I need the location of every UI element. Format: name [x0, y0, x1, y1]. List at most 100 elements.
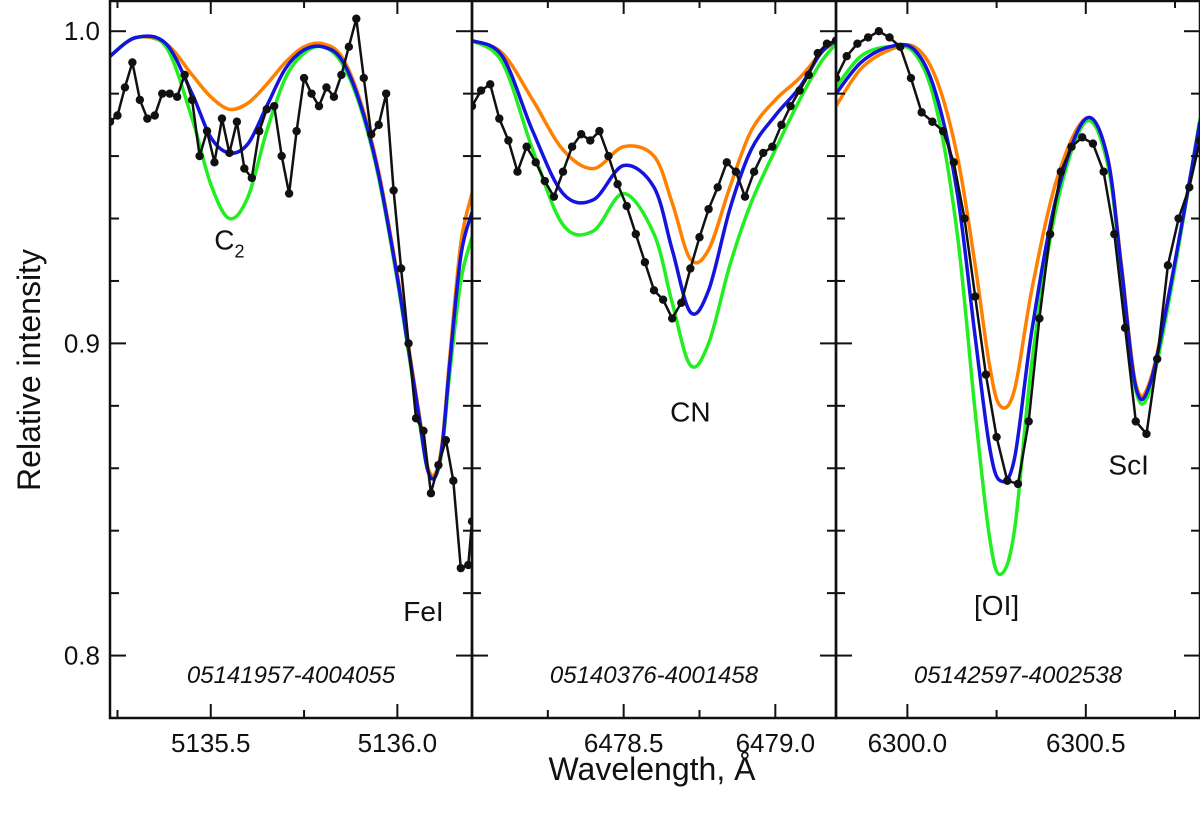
observed-point: [981, 370, 991, 379]
observed-point: [622, 201, 631, 211]
series-observed-line: [836, 29, 1200, 486]
y-tick-label: 0.9: [64, 328, 100, 358]
axes-layer: 1.0 0.9 0.8: [64, 16, 100, 670]
observed-point: [150, 111, 159, 120]
observed-point: [631, 229, 640, 239]
observed-point: [604, 151, 613, 161]
observed-point: [960, 214, 969, 223]
observed-point: [381, 89, 391, 98]
line-label: C2: [214, 225, 244, 262]
observed-point: [504, 136, 513, 145]
series-orange-line: [472, 38, 836, 265]
observed-point: [1099, 167, 1108, 176]
observed-point: [396, 264, 406, 273]
observed-point: [558, 167, 568, 176]
observed-point: [1088, 139, 1098, 148]
series-blue-line: [110, 34, 472, 481]
observed-point: [777, 120, 786, 130]
observed-point: [411, 414, 421, 423]
observed-point: [658, 295, 668, 304]
observed-point: [586, 136, 595, 145]
observed-point: [1110, 229, 1119, 239]
line-label: ScI: [1108, 450, 1148, 481]
panel-3: [OI] ScI 05142597-4002538 6300.0 6300.5: [834, 0, 1200, 758]
observed-point: [232, 117, 242, 126]
series-orange-line: [836, 43, 1200, 410]
observed-point: [476, 86, 486, 95]
observed-point: [938, 126, 948, 136]
observed-point: [1013, 479, 1023, 489]
observed-point: [992, 432, 1001, 442]
observed-point: [277, 151, 286, 161]
observed-point: [522, 142, 531, 151]
observed-point: [456, 563, 466, 573]
observed-point: [842, 51, 851, 61]
observed-point: [1067, 142, 1076, 151]
panel-plot-area: [110, 14, 472, 573]
observed-point: [795, 86, 804, 95]
observed-point: [759, 148, 768, 158]
observed-point: [540, 176, 549, 186]
observed-point: [970, 292, 980, 301]
observed-point: [740, 192, 750, 201]
series-blue-line: [836, 42, 1200, 484]
observed-point: [172, 92, 182, 101]
observed-point: [247, 173, 257, 183]
observed-point: [255, 126, 264, 136]
observed-point: [441, 435, 451, 445]
y-axis-title: Relative intensity: [11, 249, 47, 491]
line-label: [OI]: [974, 590, 1019, 621]
observed-point: [822, 39, 832, 48]
observed-point: [695, 233, 704, 242]
observed-point: [270, 101, 279, 111]
panel-1: C2 FeI 05141957-4004055 5135.5 5136.0: [108, 0, 474, 758]
x-tick-label: 6300.0: [868, 728, 948, 758]
observed-point: [344, 42, 354, 52]
observed-point: [713, 183, 722, 192]
observed-point: [768, 142, 777, 151]
panel-frame: [834, 0, 1200, 720]
x-tick-label: 5135.5: [171, 728, 251, 758]
observed-point: [577, 130, 586, 139]
observed-point: [1056, 167, 1066, 176]
observed-point: [668, 314, 677, 323]
observed-point: [284, 189, 294, 198]
observed-point: [549, 192, 559, 201]
x-axis-title: Wavelength, Å: [549, 751, 757, 787]
observed-point: [649, 286, 659, 295]
panel-plot-area: [836, 27, 1200, 577]
panel-id-label: 05142597-4002538: [914, 662, 1123, 689]
observed-point: [404, 339, 413, 348]
observed-point: [195, 151, 204, 161]
observed-point: [187, 95, 197, 105]
observed-point: [1120, 323, 1130, 332]
observed-point: [449, 476, 458, 485]
observed-point: [804, 70, 813, 80]
observed-point: [337, 70, 346, 80]
observed-point: [240, 164, 249, 173]
observed-point: [731, 167, 741, 176]
observed-point: [113, 111, 122, 120]
panels-layer: C2 FeI 05141957-4004055 5135.5 5136.0 CN 05140…: [108, 0, 1200, 758]
observed-point: [1152, 354, 1162, 364]
observed-point: [202, 126, 212, 136]
y-tick-label: 0.8: [64, 641, 100, 671]
observed-point: [1174, 214, 1183, 223]
series-green-line: [836, 44, 1200, 577]
observed-point: [917, 108, 926, 117]
observed-point: [464, 560, 472, 570]
observed-point: [1003, 476, 1012, 485]
observed-point: [722, 158, 731, 167]
observed-point: [1045, 229, 1055, 239]
observed-point: [120, 83, 130, 92]
x-tick-label: 6478.5: [584, 728, 664, 758]
observed-point: [640, 258, 650, 267]
observed-point: [389, 186, 398, 195]
observed-point: [329, 92, 339, 101]
observed-point: [292, 126, 301, 136]
observed-point: [677, 298, 686, 308]
observed-point: [786, 101, 795, 111]
line-label: CN: [670, 396, 710, 427]
observed-point: [595, 126, 604, 136]
